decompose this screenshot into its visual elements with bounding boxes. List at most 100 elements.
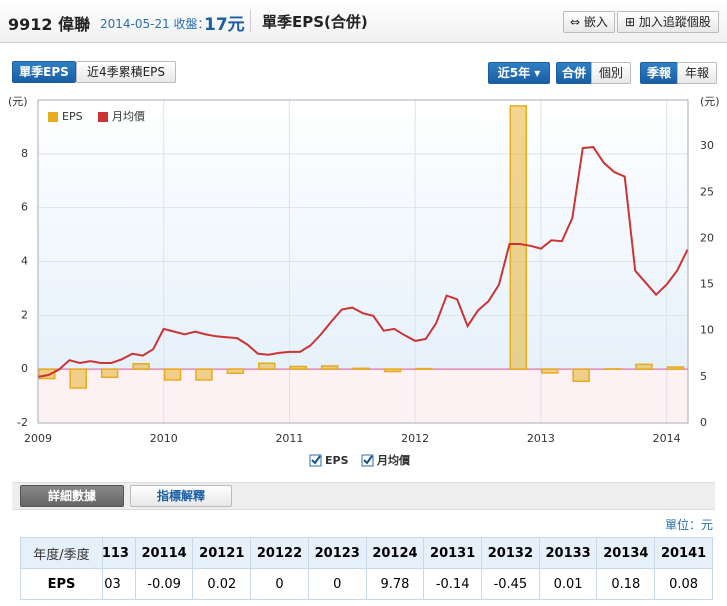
column-header: 20122 <box>250 537 309 569</box>
x-tick-label: 2013 <box>527 432 555 445</box>
explain-button[interactable]: 指標解釋 <box>130 485 232 507</box>
bar <box>100 368 119 378</box>
detail-button[interactable]: 詳細數據 <box>20 485 124 507</box>
row-label: EPS <box>20 568 103 600</box>
plot-frame <box>37 99 689 424</box>
bar <box>540 368 559 374</box>
track-text: 加入追蹤個股 <box>638 15 711 29</box>
y-tick-label: 2 <box>21 308 28 321</box>
column-header: 20133 <box>538 537 598 569</box>
tab-active[interactable]: 單季EPS <box>12 61 76 83</box>
bar <box>132 363 150 370</box>
scope-button[interactable]: 個別 <box>591 62 631 84</box>
y2-axis-label: (元) <box>700 95 720 108</box>
data-table: 2011320114201212012220123201242013120132… <box>103 537 713 600</box>
column-header: 20113 <box>103 537 136 569</box>
track-button[interactable]: ⊞ 加入追蹤個股 <box>617 11 719 33</box>
legend-swatch <box>98 112 108 122</box>
page-title: 單季EPS(合併) <box>262 13 368 31</box>
x-tick-label: 2012 <box>401 432 429 445</box>
column-header: 20131 <box>423 537 483 569</box>
y-tick-label: 6 <box>21 201 28 214</box>
bar <box>352 367 370 370</box>
table-cell: -0.14 <box>423 568 483 600</box>
column-header: 20132 <box>481 537 540 569</box>
table-cell: 0 <box>307 568 367 600</box>
period-button[interactable]: 年報 <box>677 62 717 84</box>
x-tick-label: 2014 <box>653 432 681 445</box>
table-fixed: 年度/季度 EPS <box>20 537 103 600</box>
y2-tick-label: 5 <box>700 370 707 383</box>
close-price: 17元 <box>204 15 245 35</box>
bar <box>572 368 590 383</box>
plot-bg-negative <box>38 369 688 423</box>
period-button[interactable]: 季報 <box>640 62 678 84</box>
y-tick-label: -2 <box>17 416 28 429</box>
header: 9912 偉聯 2014-05-21 收盤： 17元 單季EPS(合併) ⇔ 嵌… <box>0 0 727 43</box>
bar <box>38 368 56 380</box>
bar <box>195 368 213 381</box>
bar <box>320 365 339 370</box>
y-tick-label: 4 <box>21 255 28 268</box>
column-header: 20124 <box>365 537 425 569</box>
embed-button[interactable]: ⇔ 嵌入 <box>563 11 615 33</box>
section-bar <box>12 482 715 510</box>
stock-name: 9912 偉聯 <box>8 15 91 34</box>
x-tick-label: 2011 <box>275 432 303 445</box>
table-cell: 0.03 <box>103 568 136 600</box>
close-label: 2014-05-21 收盤： <box>100 17 210 31</box>
column-header: 20141 <box>654 537 713 569</box>
table-corner: 年度/季度 <box>20 537 103 569</box>
x-tick-label: 2010 <box>150 432 178 445</box>
legend-label: 月均價 <box>112 109 145 123</box>
tab[interactable]: 近4季累積EPS <box>76 61 176 83</box>
checkbox <box>361 454 374 467</box>
unit-label: 單位：元 <box>664 518 713 532</box>
y-axis-label: (元) <box>8 95 28 108</box>
y2-tick-label: 0 <box>700 416 707 429</box>
table-cell: 0.01 <box>538 568 598 600</box>
bar <box>258 362 276 370</box>
checkbox-label: EPS <box>325 454 349 467</box>
table-scroll: 2011320114201212012220123201242013120132… <box>103 537 713 600</box>
bar <box>509 105 528 370</box>
chart: -2 0 2 4 6 8 0 5 10 15 20 25 30 2009 2010 2011 2012 2013 2… <box>8 95 720 467</box>
table-cell: -0.45 <box>481 568 540 600</box>
plot-bg-positive <box>38 100 688 370</box>
bar <box>383 368 402 373</box>
y-tick-label: 8 <box>21 147 28 160</box>
checkmark <box>311 455 321 465</box>
y2-tick-label: 25 <box>700 185 714 198</box>
table-cell: 0.18 <box>596 568 656 600</box>
range-dropdown[interactable]: 近5年 ▾ <box>488 62 550 84</box>
checkbox <box>309 454 322 467</box>
y2-tick-label: 30 <box>700 139 714 152</box>
y2-tick-label: 15 <box>700 278 714 291</box>
column-header: 20123 <box>307 537 367 569</box>
y-tick-label: 0 <box>21 362 28 375</box>
table-cell: 0 <box>250 568 309 600</box>
table-cell: 0.02 <box>192 568 252 600</box>
price-line <box>37 146 689 378</box>
table-cell: 9.78 <box>365 568 425 600</box>
table-cell: 0.08 <box>654 568 713 600</box>
scope-button[interactable]: 合併 <box>556 62 592 84</box>
y2-tick-label: 10 <box>700 324 714 337</box>
bar <box>226 368 245 374</box>
x-tick-label: 2009 <box>24 432 52 445</box>
bar <box>635 363 653 370</box>
checkmark <box>363 455 373 465</box>
checkbox-label: 月均價 <box>376 453 411 467</box>
bar <box>289 365 308 370</box>
legend-label: EPS <box>62 110 83 123</box>
divider <box>250 10 251 32</box>
y2-tick-label: 20 <box>700 231 714 244</box>
bar <box>163 368 182 381</box>
column-header: 20134 <box>596 537 656 569</box>
table-cell: -0.09 <box>134 568 194 600</box>
bar <box>415 367 433 370</box>
column-header: 20114 <box>134 537 194 569</box>
bar <box>666 366 685 370</box>
range-text: 近5年 <box>497 66 531 80</box>
